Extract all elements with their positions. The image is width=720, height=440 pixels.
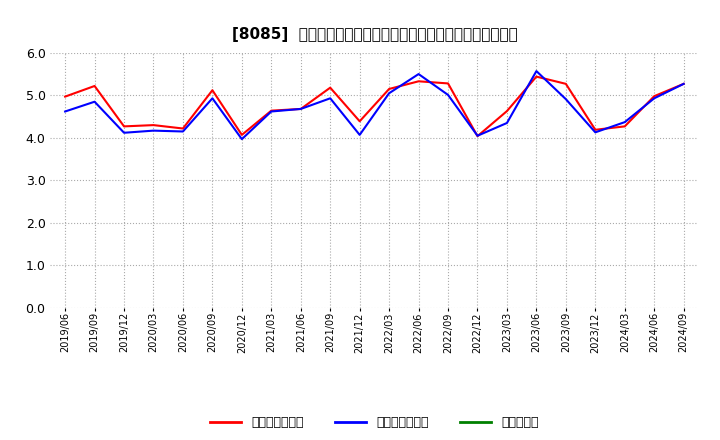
売上債権回転率 <box>149 122 158 128</box>
買入債務回転率 <box>473 133 482 139</box>
買入債務回転率 <box>562 96 570 102</box>
買入債務回転率 <box>326 95 335 101</box>
売上債権回転率 <box>208 88 217 93</box>
買入債務回転率 <box>591 130 600 135</box>
Title: [8085]  売上債権回転率、買入債務回転率、在庫回転率の推移: [8085] 売上債権回転率、買入債務回転率、在庫回転率の推移 <box>232 27 517 42</box>
売上債権回転率 <box>650 94 659 99</box>
売上債権回転率 <box>179 126 187 131</box>
買入債務回転率 <box>297 106 305 112</box>
売上債権回転率 <box>120 124 128 129</box>
売上債権回転率 <box>90 83 99 88</box>
売上債権回転率 <box>356 119 364 124</box>
買入債務回転率 <box>356 132 364 138</box>
売上債権回転率 <box>297 106 305 112</box>
買入債務回転率 <box>208 95 217 101</box>
Line: 売上債権回転率: 売上債権回転率 <box>65 77 684 136</box>
買入債務回転率 <box>384 91 393 96</box>
売上債権回転率 <box>60 94 69 99</box>
売上債権回転率 <box>414 79 423 84</box>
売上債権回転率 <box>532 74 541 79</box>
買入債務回転率 <box>90 99 99 104</box>
Line: 買入債務回転率: 買入債務回転率 <box>65 71 684 139</box>
Legend: 売上債権回転率, 買入債務回転率, 在庫回転率: 売上債権回転率, 買入債務回転率, 在庫回転率 <box>205 411 544 434</box>
買入債務回転率 <box>267 109 276 114</box>
売上債権回転率 <box>326 85 335 90</box>
売上債権回転率 <box>444 81 452 86</box>
売上債権回転率 <box>680 81 688 87</box>
売上債権回転率 <box>621 124 629 129</box>
買入債務回転率 <box>60 109 69 114</box>
買入債務回転率 <box>444 92 452 98</box>
売上債権回転率 <box>562 81 570 87</box>
売上債権回転率 <box>267 108 276 113</box>
売上債権回転率 <box>473 133 482 139</box>
買入債務回転率 <box>532 69 541 74</box>
買入債務回転率 <box>120 130 128 136</box>
売上債権回転率 <box>503 108 511 114</box>
売上債権回転率 <box>591 127 600 132</box>
買入債務回転率 <box>621 120 629 125</box>
買入債務回転率 <box>149 128 158 133</box>
買入債務回転率 <box>238 136 246 142</box>
買入債務回転率 <box>650 95 659 101</box>
買入債務回転率 <box>503 121 511 126</box>
買入債務回転率 <box>680 81 688 87</box>
買入債務回転率 <box>414 71 423 77</box>
売上債権回転率 <box>238 132 246 138</box>
買入債務回転率 <box>179 129 187 134</box>
売上債権回転率 <box>384 86 393 92</box>
